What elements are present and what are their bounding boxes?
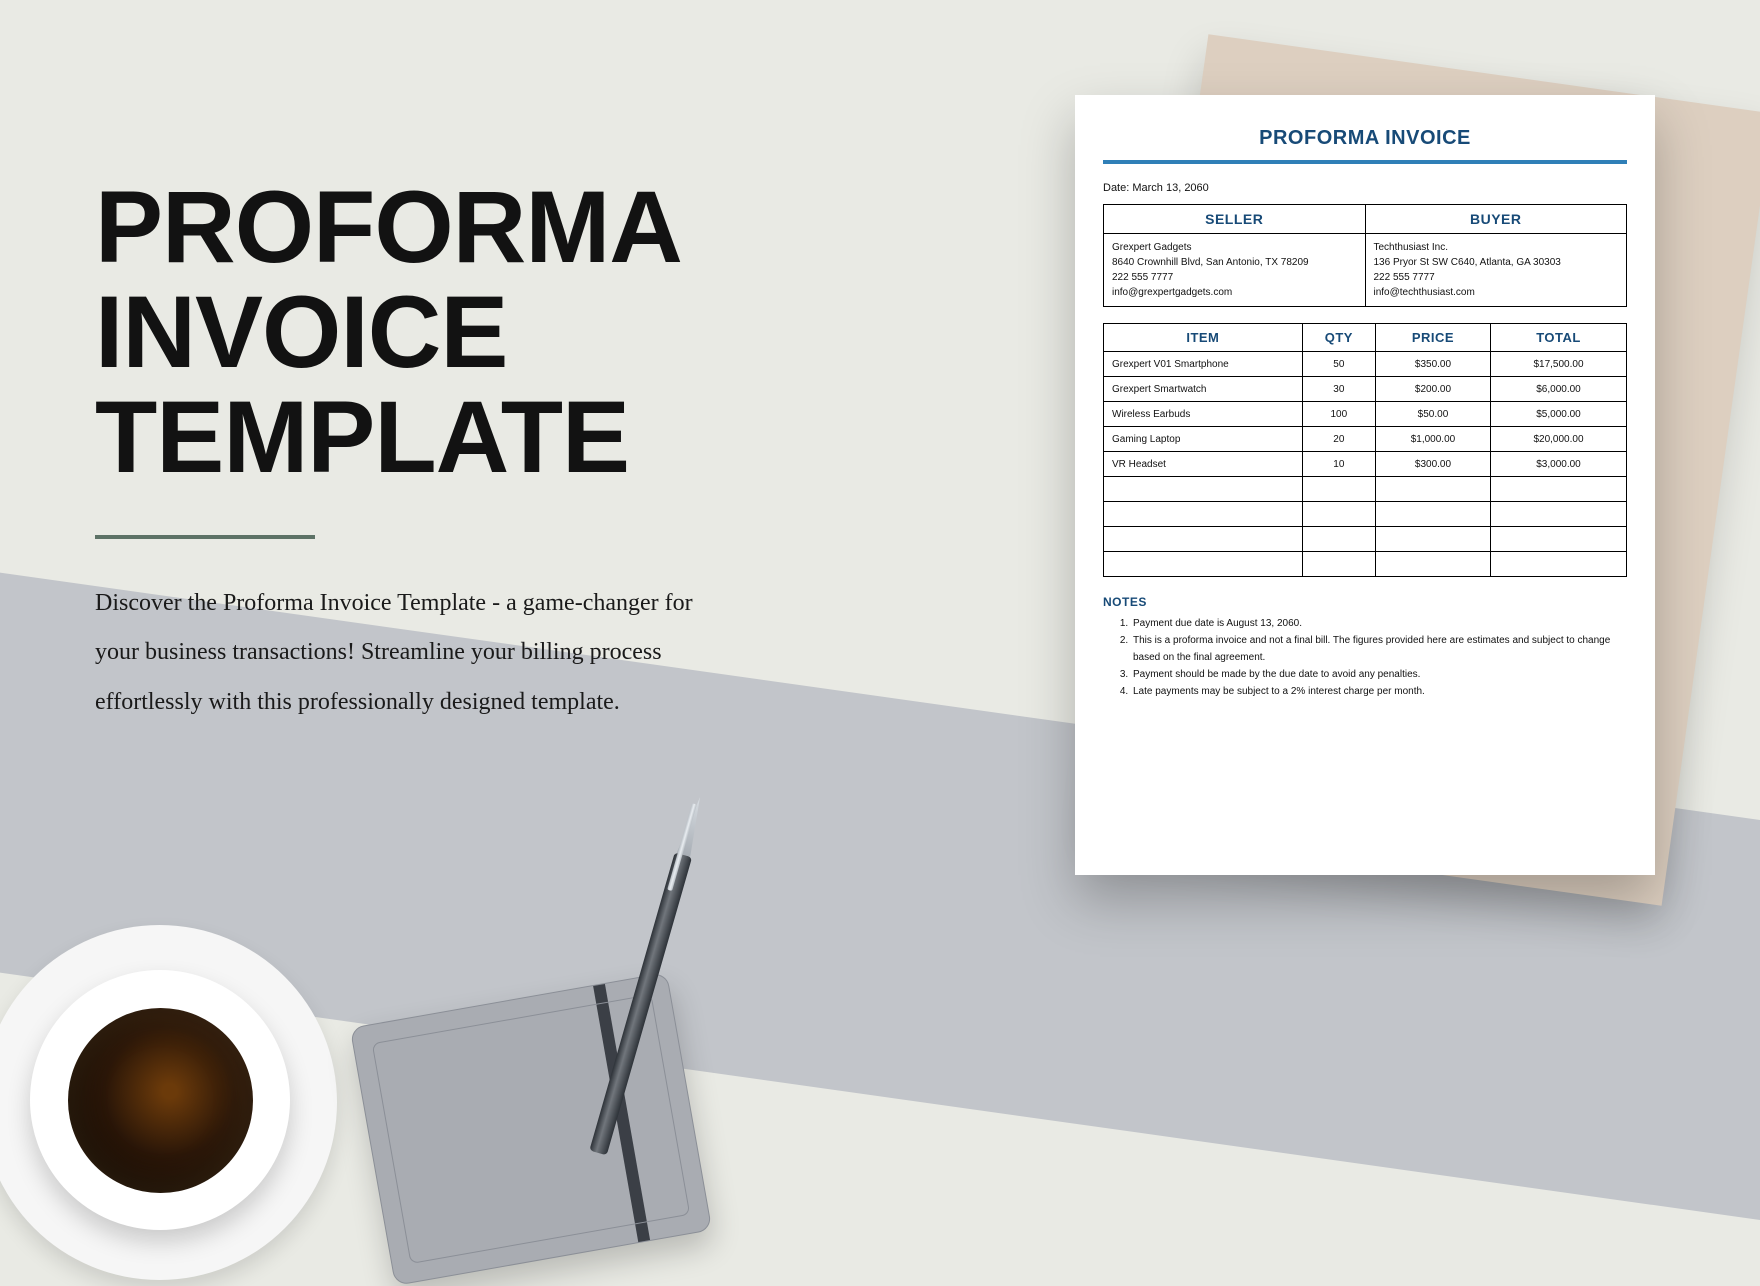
- cell-empty: [1104, 477, 1303, 502]
- notebook-prop: [350, 972, 713, 1286]
- seller-cell: Grexpert Gadgets 8640 Crownhill Blvd, Sa…: [1104, 234, 1366, 307]
- notes-list: Payment due date is August 13, 2060.This…: [1103, 615, 1627, 700]
- cell-empty: [1375, 477, 1490, 502]
- title-divider: [95, 535, 315, 539]
- cell-qty: 50: [1302, 352, 1375, 377]
- cell-total: $6,000.00: [1491, 377, 1627, 402]
- cell-empty: [1375, 527, 1490, 552]
- promo-title: PROFORMA INVOICE TEMPLATE: [95, 175, 755, 490]
- title-line: PROFORMA: [95, 170, 682, 284]
- cell-price: $1,000.00: [1375, 427, 1490, 452]
- cell-empty: [1491, 502, 1627, 527]
- cell-price: $300.00: [1375, 452, 1490, 477]
- items-table: ITEM QTY PRICE TOTAL Grexpert V01 Smartp…: [1103, 323, 1627, 577]
- note-item: This is a proforma invoice and not a fin…: [1131, 632, 1627, 666]
- cell-total: $17,500.00: [1491, 352, 1627, 377]
- cell-item: Grexpert V01 Smartphone: [1104, 352, 1303, 377]
- buyer-address: 136 Pryor St SW C640, Atlanta, GA 30303: [1374, 257, 1561, 268]
- coffee-liquid: [68, 1008, 253, 1193]
- table-row: Grexpert Smartwatch30$200.00$6,000.00: [1104, 377, 1627, 402]
- buyer-name: Techthusiast Inc.: [1374, 242, 1448, 253]
- invoice-title-rule: [1103, 160, 1627, 164]
- note-item: Payment due date is August 13, 2060.: [1131, 615, 1627, 632]
- seller-address: 8640 Crownhill Blvd, San Antonio, TX 782…: [1112, 257, 1309, 268]
- col-item: ITEM: [1104, 324, 1303, 352]
- note-item: Late payments may be subject to a 2% int…: [1131, 683, 1627, 700]
- buyer-header: BUYER: [1365, 205, 1627, 234]
- notes-heading: NOTES: [1103, 595, 1627, 609]
- buyer-email: info@techthusiast.com: [1374, 287, 1475, 298]
- cell-item: Wireless Earbuds: [1104, 402, 1303, 427]
- invoice-date: Date: March 13, 2060: [1103, 182, 1627, 194]
- table-row-empty: [1104, 527, 1627, 552]
- cell-price: $50.00: [1375, 402, 1490, 427]
- table-row: Wireless Earbuds100$50.00$5,000.00: [1104, 402, 1627, 427]
- seller-email: info@grexpertgadgets.com: [1112, 287, 1232, 298]
- cell-empty: [1104, 552, 1303, 577]
- cell-qty: 100: [1302, 402, 1375, 427]
- seller-phone: 222 555 7777: [1112, 272, 1173, 283]
- cell-empty: [1104, 527, 1303, 552]
- coffee-cup: [30, 970, 290, 1230]
- cell-empty: [1302, 527, 1375, 552]
- cell-price: $350.00: [1375, 352, 1490, 377]
- cell-total: $3,000.00: [1491, 452, 1627, 477]
- invoice-title: PROFORMA INVOICE: [1103, 127, 1627, 150]
- cell-item: Gaming Laptop: [1104, 427, 1303, 452]
- col-price: PRICE: [1375, 324, 1490, 352]
- col-total: TOTAL: [1491, 324, 1627, 352]
- cell-total: $20,000.00: [1491, 427, 1627, 452]
- cell-empty: [1302, 477, 1375, 502]
- cell-qty: 20: [1302, 427, 1375, 452]
- note-item: Payment should be made by the due date t…: [1131, 666, 1627, 683]
- cell-item: VR Headset: [1104, 452, 1303, 477]
- promo-description: Discover the Proforma Invoice Template -…: [95, 579, 735, 727]
- table-row: Grexpert V01 Smartphone50$350.00$17,500.…: [1104, 352, 1627, 377]
- cell-total: $5,000.00: [1491, 402, 1627, 427]
- cell-empty: [1302, 502, 1375, 527]
- table-row-empty: [1104, 477, 1627, 502]
- table-row: VR Headset10$300.00$3,000.00: [1104, 452, 1627, 477]
- cell-item: Grexpert Smartwatch: [1104, 377, 1303, 402]
- table-row-empty: [1104, 502, 1627, 527]
- parties-table: SELLER BUYER Grexpert Gadgets 8640 Crown…: [1103, 204, 1627, 307]
- seller-name: Grexpert Gadgets: [1112, 242, 1191, 253]
- title-line: TEMPLATE: [95, 380, 629, 494]
- cell-price: $200.00: [1375, 377, 1490, 402]
- cell-empty: [1375, 552, 1490, 577]
- cell-empty: [1491, 552, 1627, 577]
- table-row: Gaming Laptop20$1,000.00$20,000.00: [1104, 427, 1627, 452]
- cell-empty: [1375, 502, 1490, 527]
- title-line: INVOICE: [95, 275, 507, 389]
- cell-empty: [1491, 477, 1627, 502]
- cell-qty: 30: [1302, 377, 1375, 402]
- table-row-empty: [1104, 552, 1627, 577]
- cell-qty: 10: [1302, 452, 1375, 477]
- buyer-phone: 222 555 7777: [1374, 272, 1435, 283]
- cell-empty: [1491, 527, 1627, 552]
- buyer-cell: Techthusiast Inc. 136 Pryor St SW C640, …: [1365, 234, 1627, 307]
- cell-empty: [1104, 502, 1303, 527]
- seller-header: SELLER: [1104, 205, 1366, 234]
- invoice-document: PROFORMA INVOICE Date: March 13, 2060 SE…: [1075, 95, 1655, 875]
- promo-column: PROFORMA INVOICE TEMPLATE Discover the P…: [95, 175, 755, 727]
- col-qty: QTY: [1302, 324, 1375, 352]
- cell-empty: [1302, 552, 1375, 577]
